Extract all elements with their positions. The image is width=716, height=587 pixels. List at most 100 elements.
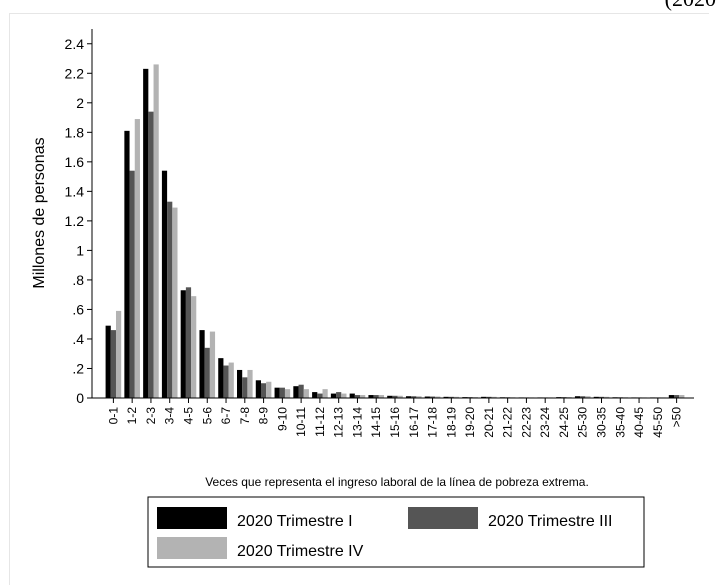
bar bbox=[424, 396, 430, 398]
bar bbox=[185, 287, 192, 398]
bar bbox=[134, 119, 140, 398]
bar bbox=[317, 393, 323, 398]
bar bbox=[585, 396, 591, 398]
bar bbox=[322, 389, 328, 398]
x-tick-label: 4-5 bbox=[181, 407, 195, 425]
y-tick-label: 1.8 bbox=[65, 124, 85, 140]
x-axis: 0-1 1-2 2-3 3-4 4-5 5-6 6-7 7-8 8-9 9-10 10-11 11-1… bbox=[92, 397, 694, 438]
x-tick-label: >50 bbox=[670, 407, 684, 428]
x-tick-label: 12-13 bbox=[332, 407, 346, 438]
bar bbox=[293, 386, 299, 398]
bar bbox=[124, 130, 130, 398]
bar bbox=[368, 395, 374, 398]
x-tick-label: 15-16 bbox=[388, 407, 402, 438]
bar bbox=[172, 207, 178, 398]
y-tick-label: 2.4 bbox=[65, 36, 85, 52]
x-tick-label: 24-25 bbox=[557, 407, 571, 438]
x-tick-label: 3-4 bbox=[163, 407, 177, 425]
bar bbox=[312, 392, 318, 398]
x-tick-label: 30-35 bbox=[595, 407, 609, 438]
y-tick-label: .4 bbox=[72, 331, 84, 347]
bar bbox=[279, 387, 285, 398]
bar bbox=[360, 395, 366, 398]
bar bbox=[143, 68, 149, 399]
x-tick-label: 7-8 bbox=[238, 407, 252, 425]
x-tick-label: 10-11 bbox=[294, 407, 308, 437]
bar bbox=[336, 392, 342, 398]
x-tick-label: 25-30 bbox=[576, 407, 590, 438]
bar bbox=[411, 396, 417, 398]
y-tick-label: .2 bbox=[72, 360, 84, 376]
legend-label: 2020 Trimestre I bbox=[237, 513, 353, 530]
bar bbox=[330, 393, 337, 398]
bar bbox=[574, 396, 581, 398]
bar bbox=[223, 365, 229, 398]
bar bbox=[153, 64, 159, 398]
bar bbox=[255, 380, 261, 398]
bar bbox=[199, 330, 205, 398]
bar bbox=[349, 393, 355, 398]
x-tick-label: 1-2 bbox=[125, 407, 139, 425]
bar bbox=[593, 396, 599, 398]
bar bbox=[247, 369, 253, 398]
bar bbox=[387, 395, 393, 398]
bar bbox=[115, 310, 122, 398]
legend-swatch bbox=[157, 537, 227, 559]
bar bbox=[668, 395, 675, 398]
bar bbox=[354, 395, 361, 398]
bar bbox=[674, 395, 680, 398]
bar bbox=[167, 201, 173, 398]
x-tick-label: 14-15 bbox=[369, 407, 383, 438]
x-tick-label: 45-50 bbox=[651, 407, 665, 438]
bar bbox=[180, 290, 186, 398]
y-tick-label: 0 bbox=[76, 390, 84, 406]
y-tick-label: .6 bbox=[72, 301, 84, 317]
x-tick-label: 5-6 bbox=[200, 407, 214, 425]
x-tick-label: 17-18 bbox=[426, 407, 440, 438]
bar bbox=[405, 396, 412, 398]
x-tick-label: 16-17 bbox=[407, 407, 421, 438]
bar bbox=[448, 396, 454, 398]
x-tick-label: 18-19 bbox=[444, 407, 458, 438]
x-tick-label: 20-21 bbox=[482, 407, 496, 438]
bar bbox=[228, 362, 234, 398]
bar bbox=[443, 396, 449, 398]
x-tick-label: 9-10 bbox=[275, 407, 289, 431]
y-axis: 0 .2 .4 .6 .8 1 1.2 1.4 1.6 1.8 2 2.2 2.4 bbox=[65, 29, 93, 406]
x-tick-label: 13-14 bbox=[350, 407, 364, 438]
bar bbox=[298, 384, 304, 398]
header-fragment: (2020 bbox=[665, 0, 716, 12]
bar bbox=[242, 377, 248, 398]
bar bbox=[266, 381, 272, 398]
bar bbox=[453, 396, 460, 398]
bar bbox=[679, 395, 685, 398]
bar bbox=[105, 325, 111, 398]
bar bbox=[204, 347, 210, 398]
bar bbox=[580, 396, 586, 398]
x-tick-label: 11-12 bbox=[313, 407, 327, 437]
bar bbox=[373, 395, 379, 398]
x-tick-label: 35-40 bbox=[613, 407, 627, 438]
x-tick-label: 23-24 bbox=[538, 407, 552, 438]
legend-swatch bbox=[157, 507, 227, 529]
legend-swatch bbox=[408, 507, 478, 529]
bar bbox=[397, 395, 403, 398]
bar bbox=[237, 369, 243, 398]
y-tick-label: 2.2 bbox=[65, 65, 85, 81]
bar bbox=[274, 387, 280, 398]
legend-label: 2020 Trimestre III bbox=[488, 513, 613, 530]
x-tick-label: 22-23 bbox=[519, 407, 533, 438]
bar bbox=[191, 296, 197, 398]
x-tick-label: 0-1 bbox=[106, 407, 120, 425]
bar bbox=[378, 395, 385, 398]
bar bbox=[161, 170, 168, 398]
y-axis-label: Millones de personas bbox=[31, 137, 48, 288]
bar bbox=[435, 396, 441, 398]
chart-frame bbox=[9, 13, 709, 585]
bar bbox=[209, 331, 216, 398]
bar bbox=[604, 396, 610, 398]
legend-box bbox=[147, 496, 645, 568]
x-tick-label: 2-3 bbox=[144, 407, 158, 425]
bar bbox=[110, 330, 116, 398]
x-tick-label: 8-9 bbox=[257, 407, 271, 425]
